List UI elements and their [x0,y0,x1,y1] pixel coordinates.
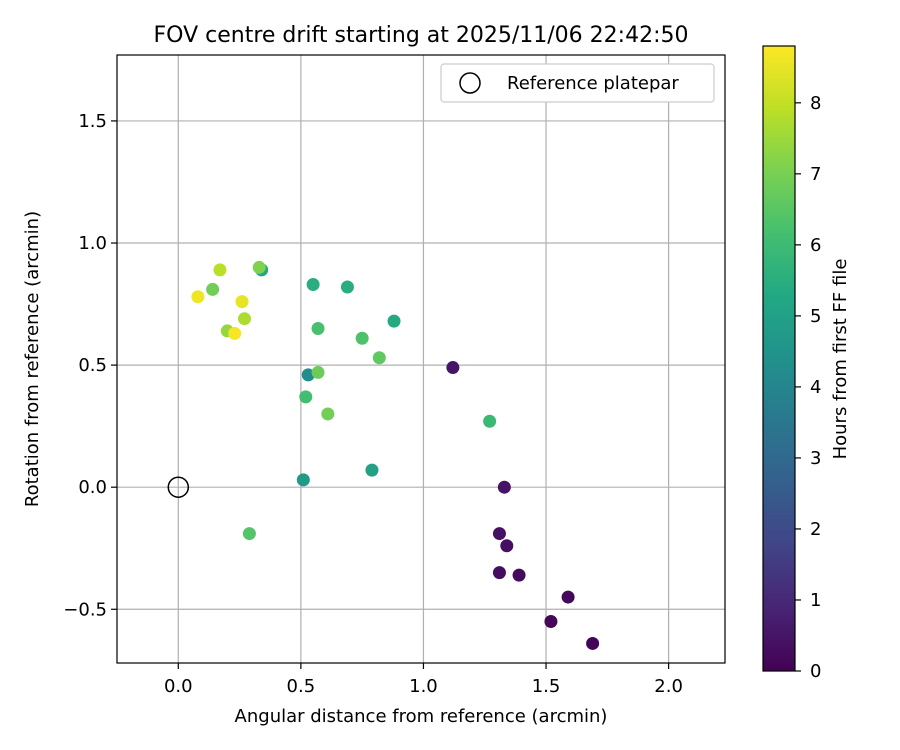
data-point [301,368,315,382]
legend-box [440,63,715,103]
x-tick-label: 1.5 [532,676,561,697]
colorbar-tick-label: 4 [810,377,821,398]
data-point [492,566,506,580]
y-tick-label: 1.0 [78,233,107,254]
data-point [228,326,242,340]
data-point [483,414,497,428]
data-point [237,312,251,326]
x-tick-label: 0.5 [287,676,316,697]
colorbar-tick-label: 6 [810,235,821,256]
colorbar-tick-label: 3 [810,448,821,469]
data-point [387,314,401,328]
data-point [242,527,256,541]
colorbar-label: Hours from first FF file [830,259,851,460]
y-axis-ticks: −0.5 0.0 0.5 1.0 1.5 [63,111,117,620]
colorbar-tick-label: 7 [810,164,821,185]
data-point [311,365,325,379]
x-tick-label: 0.0 [164,676,193,697]
data-point [340,280,354,294]
x-tick-label: 2.0 [654,676,683,697]
colorbar-tick-label: 0 [810,661,821,682]
chart-title: FOV centre drift starting at 2025/11/06 … [154,23,689,48]
data-point [561,590,575,604]
colorbar [762,45,796,672]
data-point [372,351,386,365]
colorbar-tick-label: 2 [810,519,821,540]
reference-point [167,476,190,498]
data-point [512,568,526,582]
legend-marker [459,72,481,94]
data-point [497,480,511,494]
y-tick-label: 0.0 [78,477,107,498]
data-point [500,539,514,553]
data-point [235,295,249,309]
legend: Reference platepar [440,63,715,103]
grid-lines [117,55,725,663]
reference-group [167,476,190,498]
data-point [544,614,558,628]
data-point [492,527,506,541]
data-point [206,282,220,296]
data-point [299,390,313,404]
data-point [446,361,460,375]
data-point [306,278,320,292]
data-point [365,463,379,477]
data-points [191,260,600,650]
y-tick-label: 1.5 [78,111,107,132]
x-tick-label: 1.0 [409,676,438,697]
data-point [296,473,310,487]
y-tick-label: −0.5 [63,599,107,620]
data-point [213,263,227,277]
data-point [321,407,335,421]
y-axis-label: Rotation from reference (arcmin) [22,211,43,507]
x-axis-label: Angular distance from reference (arcmin) [235,706,608,727]
colorbar-tick-label: 5 [810,306,821,327]
colorbar-ticks: 0 1 2 3 4 5 6 7 8 [795,93,821,682]
colorbar-tick-label: 8 [810,93,821,114]
colorbar-tick-label: 1 [810,590,821,611]
data-point [252,260,266,274]
x-axis-ticks: 0.0 0.5 1.0 1.5 2.0 [164,663,683,697]
data-point [311,321,325,335]
y-tick-label: 0.5 [78,355,107,376]
plot-frame [116,54,726,664]
data-point [191,290,205,304]
data-point [586,636,600,650]
legend-label: Reference platepar [507,73,679,94]
data-point [355,331,369,345]
